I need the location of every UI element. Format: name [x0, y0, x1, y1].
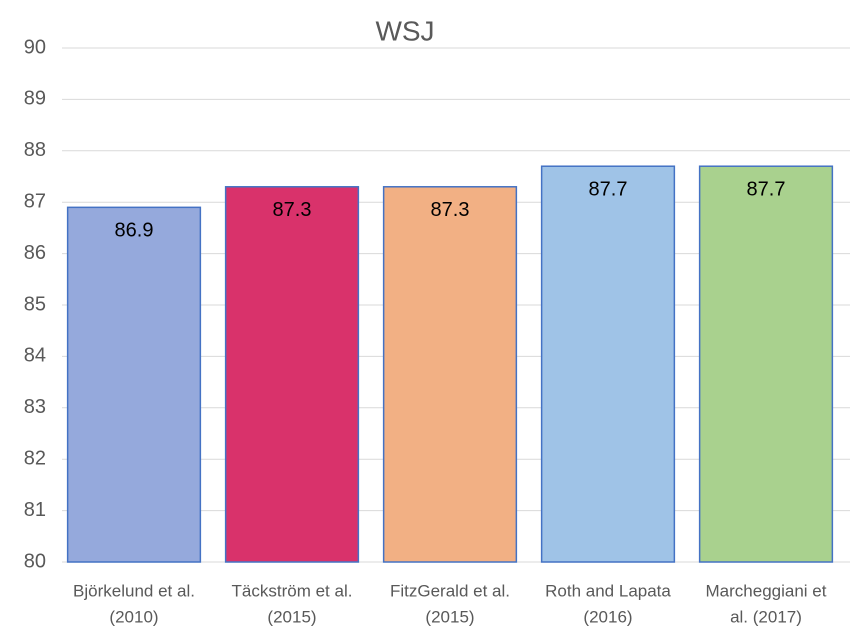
value-label: 87.7 — [747, 179, 786, 201]
x-tick-label: Roth and Lapata — [545, 581, 671, 600]
y-tick-label: 89 — [24, 88, 46, 110]
y-tick-label: 88 — [24, 139, 46, 161]
x-tick-label: FitzGerald et al. — [390, 581, 510, 600]
x-tick-label: Marcheggiani et — [706, 581, 827, 600]
x-tick-label: Täckström et al. — [232, 581, 353, 600]
bar — [540, 165, 676, 563]
value-label: 87.3 — [273, 199, 312, 221]
bar — [224, 186, 360, 563]
value-label: 87.3 — [431, 199, 470, 221]
chart-title: WSJ — [375, 15, 434, 46]
bar — [698, 165, 834, 563]
x-tick-label: (2016) — [583, 607, 632, 626]
y-tick-label: 82 — [24, 447, 46, 469]
value-label: 86.9 — [115, 220, 154, 242]
y-tick-label: 85 — [24, 293, 46, 315]
x-tick-label: Björkelund et al. — [73, 581, 195, 600]
bar — [382, 186, 518, 563]
y-tick-label: 87 — [24, 190, 46, 212]
x-tick-label: (2010) — [109, 607, 158, 626]
y-tick-label: 81 — [24, 499, 46, 521]
value-label: 87.7 — [589, 179, 628, 201]
y-tick-label: 80 — [24, 550, 46, 572]
y-tick-label: 84 — [24, 345, 46, 367]
y-tick-label: 86 — [24, 242, 46, 264]
x-tick-label: (2015) — [425, 607, 474, 626]
y-tick-label: 90 — [24, 36, 46, 58]
x-tick-label: al. (2017) — [730, 607, 802, 626]
x-tick-label: (2015) — [267, 607, 316, 626]
y-tick-label: 83 — [24, 396, 46, 418]
bar — [66, 206, 202, 563]
